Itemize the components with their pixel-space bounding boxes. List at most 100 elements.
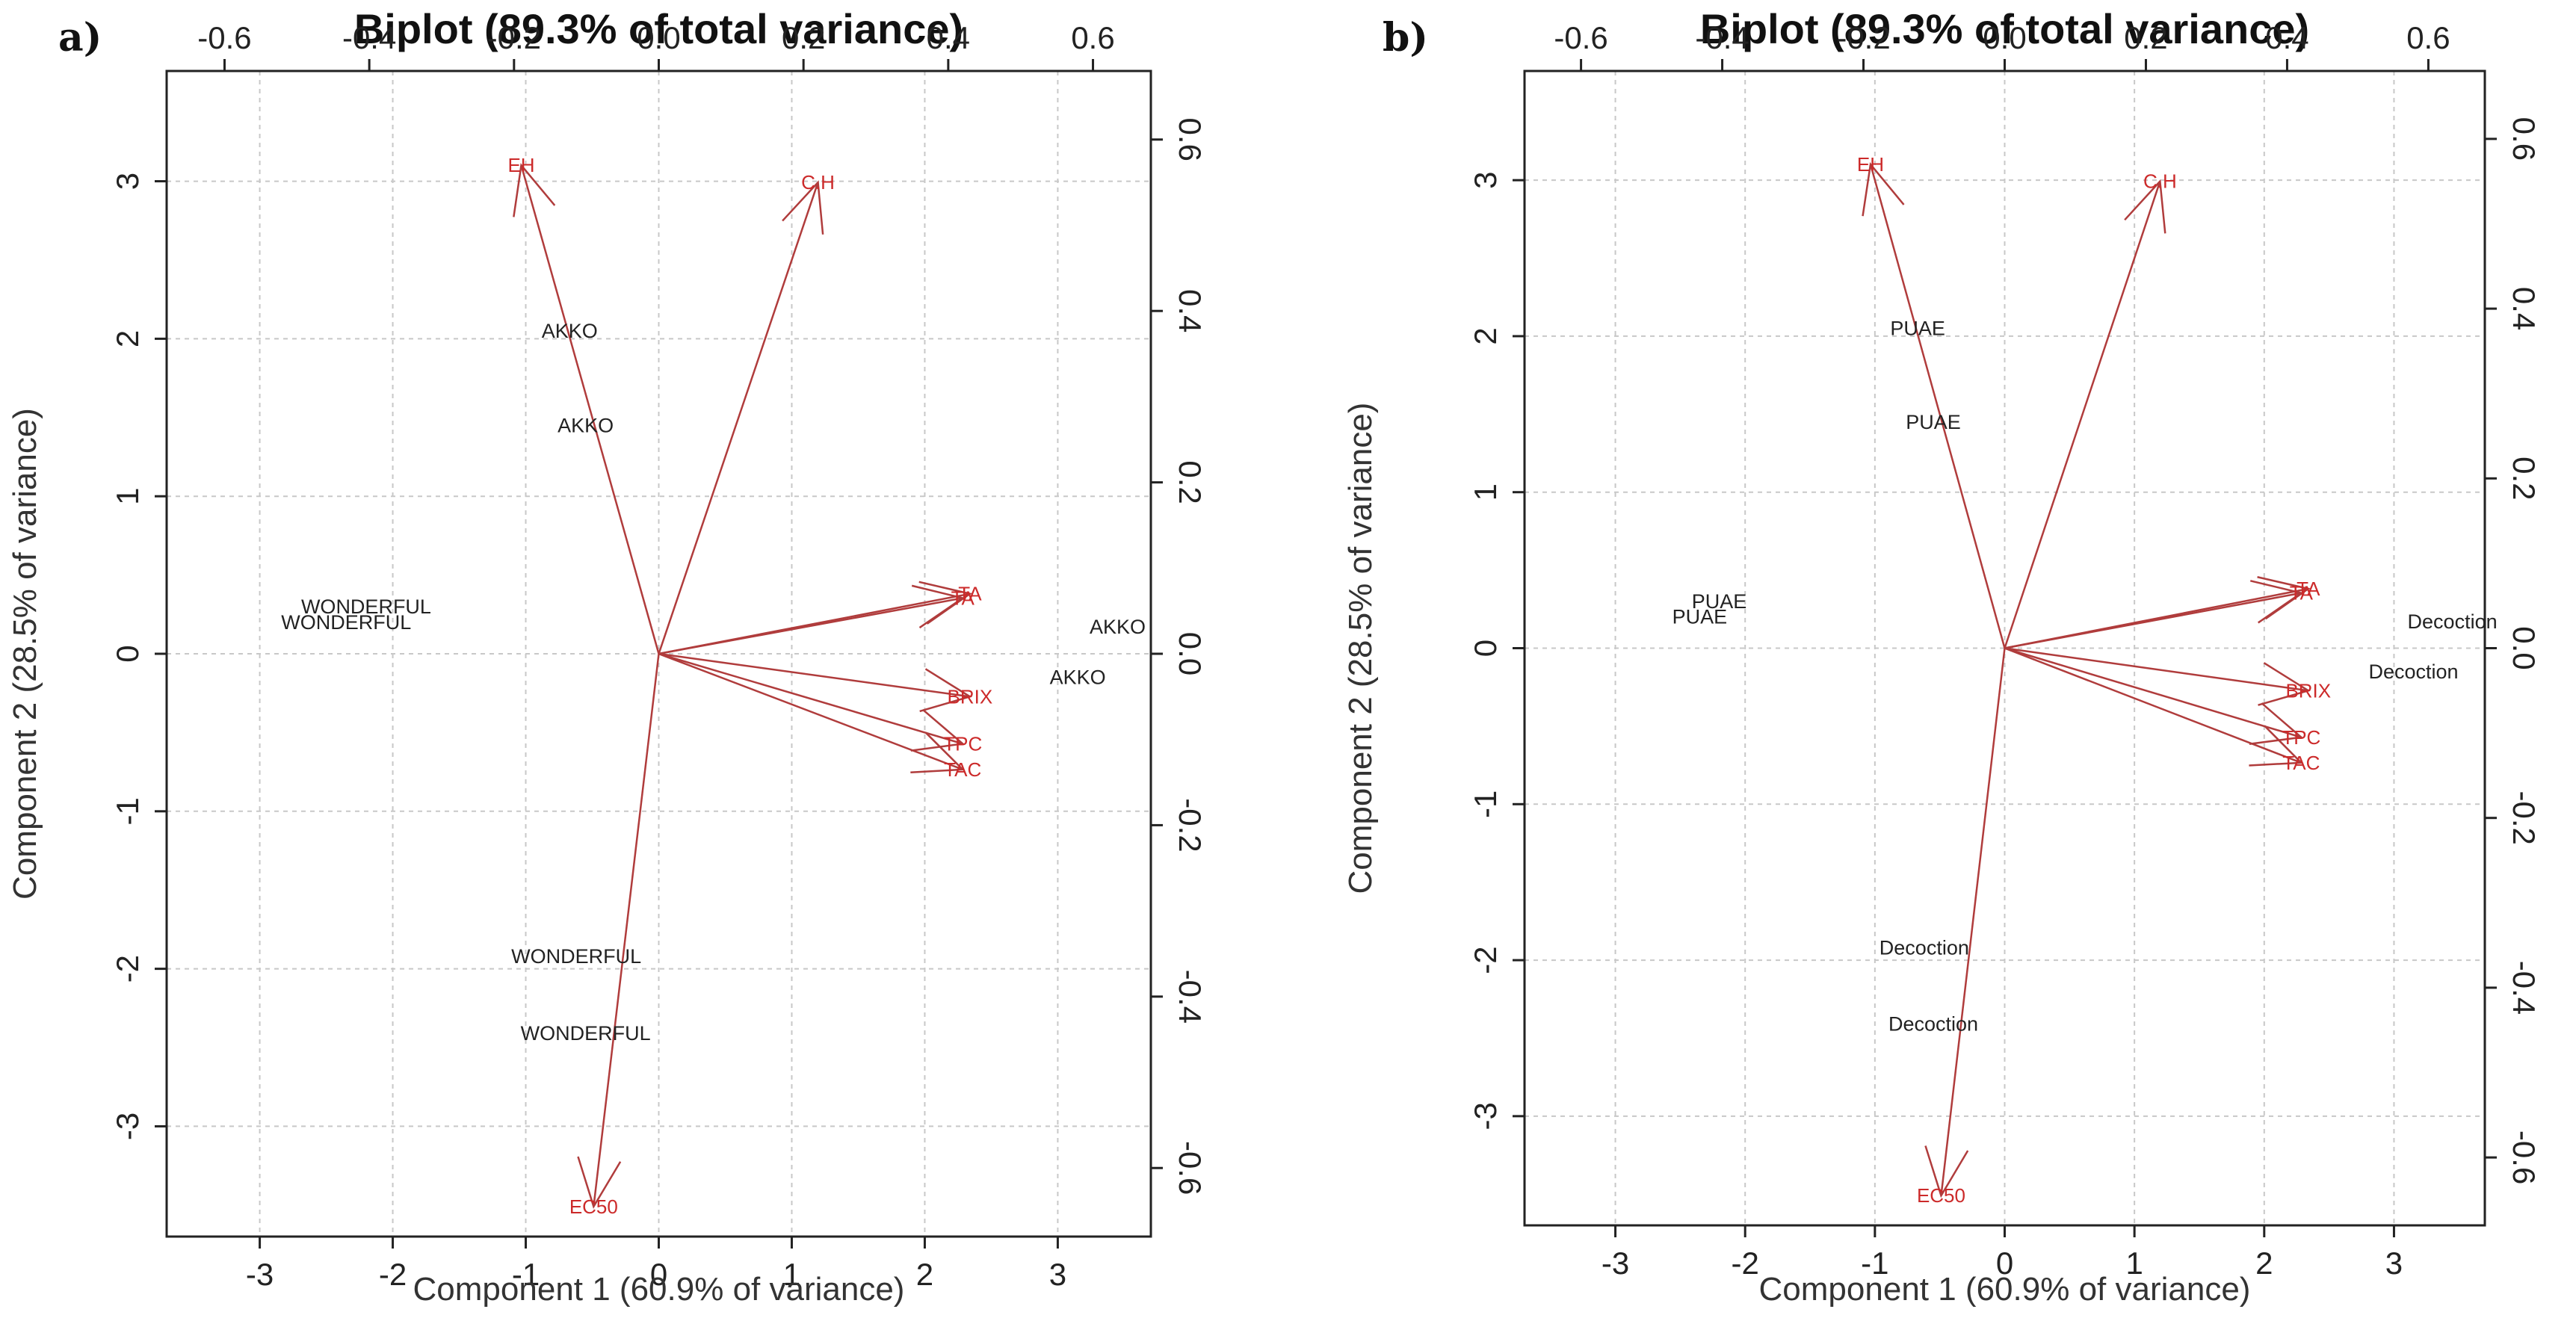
- top-tick-label: 0.0: [1983, 20, 2026, 55]
- x-axis-top: -0.6 -0.4 -0.2 0.0 0.2 0.4 0.6: [1554, 20, 2450, 71]
- right-tick-label: -0.2: [1173, 798, 1208, 852]
- loading-label: TPC: [943, 732, 982, 755]
- loading-arrow: [2004, 587, 2309, 649]
- loading-arrowhead: [577, 1156, 622, 1209]
- right-tick-label: 0.6: [1173, 118, 1208, 161]
- right-tick-label: 0.6: [2506, 117, 2542, 161]
- loading-arrowhead: [2124, 179, 2166, 234]
- right-tick-label: 0.0: [1173, 632, 1208, 675]
- top-tick-label: 0.2: [2124, 20, 2167, 55]
- x-tick-label: 1: [783, 1257, 800, 1292]
- y-tick-label: 3: [1468, 171, 1503, 188]
- loading-arrowhead: [513, 163, 556, 217]
- loading-arrows: [513, 163, 972, 1209]
- loading-arrow: [593, 653, 660, 1207]
- loading-arrow: [2004, 181, 2161, 649]
- loading-label: TA: [958, 583, 982, 605]
- loading-label: TA: [951, 587, 975, 609]
- y-axis-left: -3 -2 -1 0 1 2 3: [1468, 171, 1525, 1130]
- panel-b: b) Biplot (89.3% of total variance) -3 -2 -1…: [1342, 5, 2542, 1308]
- x-tick-label: -2: [1732, 1246, 1759, 1281]
- loading-label: TPC: [2282, 726, 2320, 749]
- observation-label: PUAE: [1672, 606, 1728, 628]
- top-tick-label: -0.4: [1695, 20, 1749, 55]
- loading-label: EC50: [1917, 1184, 1965, 1207]
- chart-title: Biplot (89.3% of total variance): [354, 5, 963, 52]
- y-axis-title: Component 2 (28.5% of variance): [1342, 403, 1379, 894]
- loading-arrow: [2004, 647, 2302, 764]
- y-tick-label: 1: [110, 488, 145, 505]
- grid-lines: [1525, 71, 2485, 1225]
- top-tick-label: 0.4: [927, 20, 970, 55]
- x-tick-label: 0: [650, 1257, 667, 1292]
- loading-label: C.H: [801, 171, 835, 194]
- right-tick-label: 0.2: [2506, 457, 2542, 500]
- top-tick-label: -0.6: [1554, 20, 1607, 55]
- loading-label: EH: [1857, 153, 1884, 176]
- observation-label: WONDERFUL: [511, 945, 641, 968]
- loading-arrowhead: [782, 180, 824, 235]
- y-tick-label: -2: [110, 955, 145, 983]
- observation-label: Decoction: [1888, 1013, 1978, 1036]
- top-tick-label: -0.2: [487, 20, 541, 55]
- top-tick-label: -0.6: [197, 20, 251, 55]
- observation-label: PUAE: [1692, 590, 1747, 613]
- right-tick-label: 0.0: [2506, 626, 2542, 669]
- observation-label: AKKO: [1050, 666, 1106, 689]
- loading-label: TAC: [944, 758, 981, 781]
- y-axis-left: -3 -2 -1 0 1 2 3: [110, 173, 167, 1140]
- top-tick-label: 0.6: [1071, 20, 1114, 55]
- x-tick-label: 2: [916, 1257, 933, 1292]
- loading-arrow: [658, 652, 971, 698]
- top-tick-label: 0.2: [782, 20, 825, 55]
- loading-arrowhead: [910, 708, 966, 752]
- right-tick-label: -0.6: [2506, 1130, 2542, 1184]
- x-axis-bottom: -3 -2 -1 0 1 2 3: [1601, 1225, 2403, 1281]
- right-tick-label: -0.4: [1173, 970, 1208, 1024]
- loading-arrowhead: [1924, 1145, 1969, 1198]
- loading-arrow: [658, 652, 963, 745]
- x-tick-label: -1: [1861, 1246, 1888, 1281]
- right-tick-label: -0.4: [2506, 961, 2542, 1015]
- x-axis-title: Component 1 (60.9% of variance): [413, 1271, 905, 1308]
- right-tick-label: -0.6: [1173, 1141, 1208, 1195]
- loading-label: TAC: [2282, 752, 2320, 774]
- y-tick-label: -2: [1468, 946, 1503, 974]
- loading-arrow: [2004, 647, 2308, 692]
- y-tick-label: -3: [1468, 1102, 1503, 1130]
- loading-arrow: [658, 182, 819, 655]
- panel-label: a): [58, 15, 102, 61]
- y-tick-label: 2: [1468, 327, 1503, 344]
- loading-arrowhead: [910, 731, 966, 774]
- loading-arrow: [658, 652, 963, 771]
- loading-arrow: [1869, 164, 2006, 649]
- x-tick-label: 3: [2385, 1246, 2403, 1281]
- chart-title: Biplot (89.3% of total variance): [1700, 5, 2309, 52]
- observation-label: Decoction: [1880, 936, 1969, 959]
- y-axis-right: -0.6 -0.4 -0.2 0.0 0.2 0.4 0.6: [1151, 118, 1208, 1195]
- right-tick-label: 0.2: [1173, 460, 1208, 504]
- x-tick-label: 0: [1996, 1246, 2013, 1281]
- top-tick-label: 0.0: [637, 20, 680, 55]
- observation-label: AKKO: [1090, 616, 1146, 638]
- y-tick-label: 3: [110, 173, 145, 190]
- x-tick-label: -2: [379, 1257, 407, 1292]
- observation-label: Decoction: [2408, 610, 2498, 633]
- loading-arrowhead: [2249, 702, 2304, 745]
- x-tick-label: -1: [512, 1257, 540, 1292]
- observation-label: PUAE: [1906, 411, 1961, 433]
- loading-label: TA: [2297, 578, 2320, 600]
- top-tick-label: 0.6: [2406, 20, 2450, 55]
- right-tick-label: 0.4: [2506, 287, 2542, 330]
- loading-label: TA: [2290, 582, 2314, 604]
- y-tick-label: 1: [1468, 483, 1503, 501]
- panel-a: a) Biplot (89.3% of total variance) -3 -2 -1…: [7, 5, 1208, 1308]
- observation-label: AKKO: [542, 320, 598, 342]
- x-tick-label: 2: [2255, 1246, 2273, 1281]
- loading-label: C.H: [2143, 170, 2177, 193]
- loading-label: BRIX: [948, 685, 993, 708]
- right-tick-label: 0.4: [1173, 289, 1208, 332]
